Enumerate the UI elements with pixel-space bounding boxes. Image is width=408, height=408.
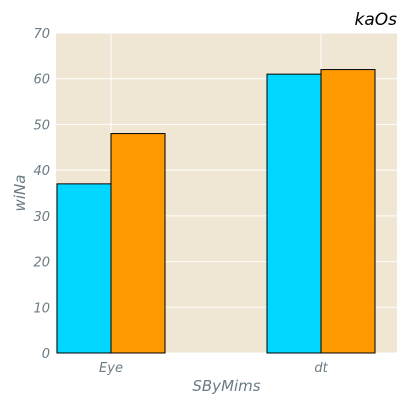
x-axis-label: SByMims — [192, 377, 260, 395]
bar-Eye-series-1 — [56, 183, 112, 354]
x-tick-label: dt — [314, 361, 328, 376]
y-tick-label: 30 — [33, 210, 50, 225]
x-tick-label: Eye — [99, 361, 123, 376]
bar-dt-series-2 — [320, 69, 376, 354]
y-tick-label: 10 — [33, 301, 50, 316]
y-tick-label: 50 — [33, 118, 50, 133]
y-tick-labels: 0 10 20 30 40 50 60 70 — [33, 27, 50, 362]
chart-title: kaOs — [355, 10, 398, 30]
y-axis-label: wiNa — [11, 175, 29, 212]
x-tick-labels: Eye dt — [99, 361, 329, 376]
y-tick-label: 60 — [33, 73, 50, 88]
bars — [56, 69, 376, 354]
y-tick-label: 40 — [33, 164, 50, 179]
y-tick-label: 0 — [42, 347, 50, 362]
y-tick-label: 20 — [33, 256, 50, 271]
y-tick-label: 70 — [33, 27, 50, 42]
bar-dt-series-1 — [266, 73, 322, 354]
bar-Eye-series-2 — [110, 133, 166, 354]
